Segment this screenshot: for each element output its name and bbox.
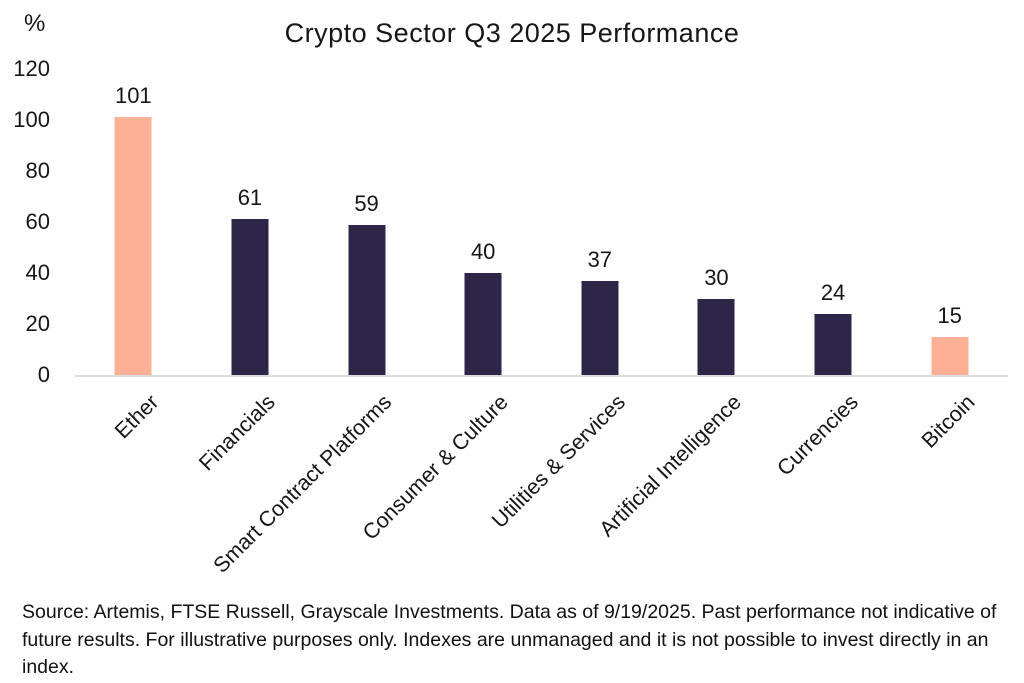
bar: [814, 313, 852, 375]
y-axis-ticks: 0 20 40 60 80 100 120: [0, 0, 52, 683]
bar-value-label: 61: [237, 185, 263, 211]
bar-value-label: 59: [354, 190, 379, 216]
y-tick-label: 40: [25, 260, 50, 285]
chart-title: Crypto Sector Q3 2025 Performance: [284, 18, 740, 48]
bar-group: 37 Utilities & Services: [487, 69, 659, 533]
bar: [697, 298, 735, 375]
y-tick-label: 120: [13, 56, 50, 81]
bar: [581, 280, 619, 375]
bar-value-label: 24: [820, 279, 846, 305]
y-tick-label: 60: [25, 209, 50, 234]
bar-group: 40 Consumer & Culture: [358, 69, 542, 545]
bars-container: 101 Ether 61 Financials 59 Smart Contract Pla…: [75, 69, 1008, 578]
bar: [348, 224, 386, 375]
category-label: Bitcoin: [917, 390, 980, 453]
y-tick-label: 100: [13, 107, 50, 132]
bar-value-label: 37: [587, 246, 613, 272]
bar-group: 61 Financials: [192, 69, 309, 475]
category-label: Financials: [194, 390, 280, 476]
category-label: Currencies: [772, 390, 864, 481]
bar-group: 59 Smart Contract Platforms: [209, 69, 425, 578]
bar-group: 24 Currencies: [773, 69, 892, 481]
y-tick-label: 80: [25, 158, 50, 183]
plot-area: 101 Ether 61 Financials 59 Smart Contract Pla…: [75, 69, 1008, 578]
bar-group: 30 Artificial Intelligence: [595, 69, 775, 542]
bar: [231, 219, 269, 375]
bar: [931, 336, 969, 375]
y-tick-label: 20: [25, 311, 50, 336]
y-tick-label: 0: [37, 362, 50, 387]
source-note: Source: Artemis, FTSE Russell, Grayscale…: [22, 601, 997, 679]
bar-value-label: 40: [470, 239, 496, 264]
bar-group: 101 Ether: [75, 69, 192, 443]
category-label: Ether: [109, 390, 164, 444]
bar-value-label: 30: [704, 264, 729, 290]
bar-value-label: 101: [114, 83, 152, 109]
bar-group: 15 Bitcoin: [891, 69, 1008, 453]
bar: [114, 117, 152, 375]
y-axis-unit-label: %: [24, 10, 46, 37]
bar: [464, 273, 502, 375]
bar-value-label: 15: [937, 302, 962, 328]
